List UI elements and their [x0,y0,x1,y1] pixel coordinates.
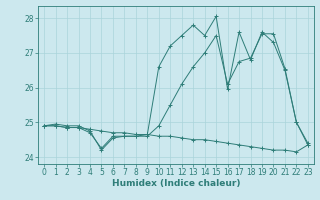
X-axis label: Humidex (Indice chaleur): Humidex (Indice chaleur) [112,179,240,188]
